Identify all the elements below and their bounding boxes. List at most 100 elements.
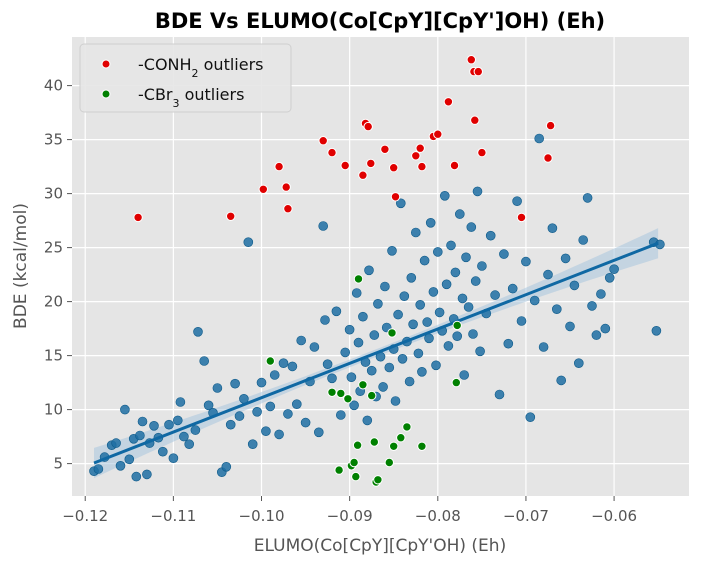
- data-point: [203, 400, 214, 411]
- x-tick-label: −0.06: [591, 507, 637, 525]
- conh2-outlier-point: [545, 120, 556, 131]
- data-point: [230, 378, 240, 389]
- conh2-outlier-point: [415, 143, 425, 153]
- cbr3-outlier-point: [452, 320, 462, 331]
- conh2-outlier-point: [274, 161, 284, 172]
- cbr3-outlier-point: [417, 441, 427, 451]
- data-point: [274, 429, 284, 440]
- data-point: [247, 439, 258, 450]
- data-point: [149, 420, 159, 431]
- chart-title: BDE Vs ELUMO(Co[CpY][CpY']OH) (Eh): [155, 9, 605, 33]
- data-point: [173, 415, 183, 426]
- data-point: [320, 315, 330, 325]
- conh2-outlier-point: [470, 115, 480, 125]
- data-point: [168, 453, 179, 464]
- regression-line: [93, 241, 659, 465]
- x-axis-ticks: −0.12 −0.11 −0.10 −0.09 −0.08 −0.07 −0.06: [62, 496, 637, 525]
- cbr3-outlier-point: [451, 377, 461, 388]
- data-point: [252, 406, 262, 417]
- data-point: [142, 469, 152, 480]
- conh2-outlier-point: [340, 160, 350, 171]
- conh2-outlier-point: [318, 136, 328, 146]
- data-point: [573, 358, 584, 369]
- data-point: [243, 237, 254, 247]
- data-point: [234, 411, 245, 421]
- data-point: [452, 331, 463, 342]
- data-point: [459, 370, 470, 380]
- conh2-outlier-point: [380, 144, 390, 155]
- conh2-outlier-point: [449, 160, 460, 171]
- data-point: [439, 191, 450, 201]
- data-point: [124, 454, 135, 465]
- data-point: [212, 383, 223, 393]
- data-point: [393, 309, 403, 320]
- cbr3-outlier-point: [265, 356, 275, 366]
- data-point: [406, 272, 417, 283]
- cbr3-outlier-point: [353, 274, 364, 284]
- conh2-outlier-point: [226, 211, 236, 222]
- y-tick-label: 35: [44, 131, 63, 149]
- legend: -CONH2 outliers -CBr3 outliers: [79, 43, 292, 113]
- data-point: [591, 330, 602, 340]
- data-point: [340, 347, 351, 358]
- conh2-outlier-point: [466, 55, 476, 65]
- data-point: [300, 417, 311, 428]
- data-point: [395, 198, 406, 209]
- data-point: [425, 218, 436, 228]
- cbr3-outlier-point: [402, 422, 412, 432]
- data-point: [516, 316, 527, 326]
- data-point: [490, 290, 500, 300]
- data-point: [422, 317, 433, 327]
- data-point: [569, 280, 580, 291]
- data-point: [378, 382, 388, 392]
- data-point: [318, 221, 329, 231]
- data-point: [551, 304, 562, 315]
- data-point: [431, 360, 441, 371]
- data-point: [494, 389, 505, 400]
- y-axis-label: BDE (kcal/mol): [11, 203, 31, 329]
- data-point: [450, 267, 461, 278]
- conh2-outlier-point: [516, 212, 527, 223]
- legend-label: -CONH2 outliers: [138, 55, 263, 80]
- cbr3-outlier-point: [334, 465, 344, 475]
- data-point: [331, 306, 342, 317]
- cbr3-outlier-point: [336, 388, 346, 399]
- data-point: [131, 471, 142, 482]
- data-point: [353, 337, 364, 348]
- conh2-outlier-point: [133, 212, 143, 223]
- y-tick-label: 25: [44, 239, 63, 257]
- conh2-outlier-point: [411, 151, 421, 161]
- outlier-points-group: [133, 55, 556, 487]
- data-point: [221, 461, 232, 472]
- data-point: [651, 325, 662, 336]
- cbr3-outlier-point: [396, 433, 406, 443]
- data-point: [477, 261, 487, 271]
- cbr3-outlier-point: [349, 457, 359, 468]
- data-point: [373, 298, 383, 309]
- data-point: [415, 299, 426, 310]
- cbr3-outlier-point: [358, 380, 368, 390]
- conh2-outlier-point: [433, 129, 443, 139]
- data-point: [269, 370, 280, 380]
- data-point: [261, 426, 271, 437]
- data-point: [461, 252, 471, 263]
- x-tick-label: −0.11: [150, 507, 196, 525]
- data-point: [446, 240, 456, 251]
- data-point: [137, 416, 148, 427]
- data-point: [278, 358, 289, 369]
- cbr3-outlier-point: [327, 387, 337, 397]
- data-point: [432, 247, 443, 257]
- conh2-outlier-point: [366, 158, 376, 169]
- data-point: [115, 460, 126, 471]
- regression-line-group: [93, 241, 659, 465]
- data-point: [344, 324, 355, 335]
- conh2-outlier-point: [327, 147, 337, 158]
- data-point: [296, 335, 307, 346]
- data-point: [351, 288, 362, 298]
- data-point: [538, 342, 549, 352]
- conh2-outlier-point: [543, 153, 553, 163]
- cbr3-outlier-point: [367, 390, 377, 401]
- data-point: [521, 256, 531, 267]
- y-tick-label: 10: [44, 401, 63, 419]
